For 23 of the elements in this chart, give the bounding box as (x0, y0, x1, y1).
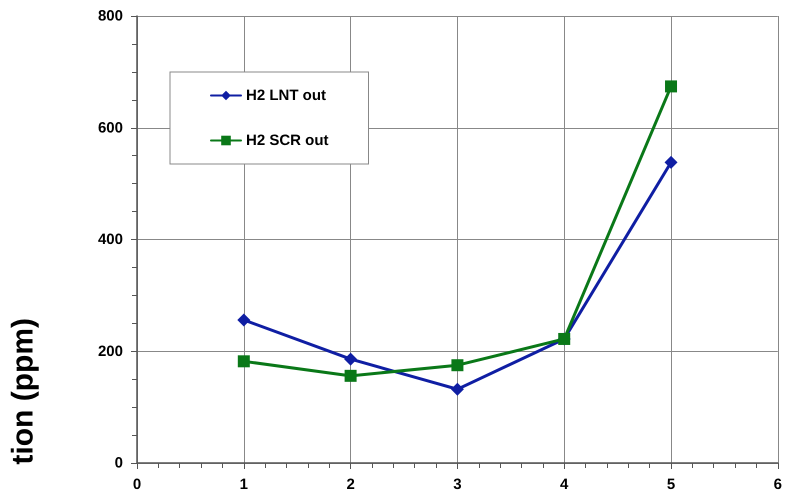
point (450, 382, 464, 396)
point (344, 352, 358, 366)
y-tick-label: 800 (98, 8, 123, 24)
y-axis-title: tion (ppm) (6, 318, 40, 465)
y-tick-label: 600 (98, 119, 123, 136)
legend-label: H2 LNT out (246, 87, 326, 104)
y-tick-label: 200 (98, 342, 123, 360)
x-tick-label: 3 (453, 476, 462, 493)
x-tick-label: 6 (774, 476, 782, 493)
point (344, 370, 357, 382)
y-tick-label: 0 (114, 454, 123, 472)
y-tick-label: 400 (98, 231, 123, 248)
x-tick-label: 4 (560, 476, 570, 493)
point (451, 359, 464, 372)
point (665, 80, 678, 92)
x-tick-label: 1 (240, 476, 248, 493)
x-tick-label: 5 (666, 476, 676, 493)
x-tick-label: 2 (346, 476, 355, 493)
legend-label: H2 SCR out (246, 132, 329, 149)
point (237, 313, 250, 326)
point (238, 355, 250, 368)
point (664, 156, 678, 169)
x-tick-label: 0 (132, 476, 142, 493)
